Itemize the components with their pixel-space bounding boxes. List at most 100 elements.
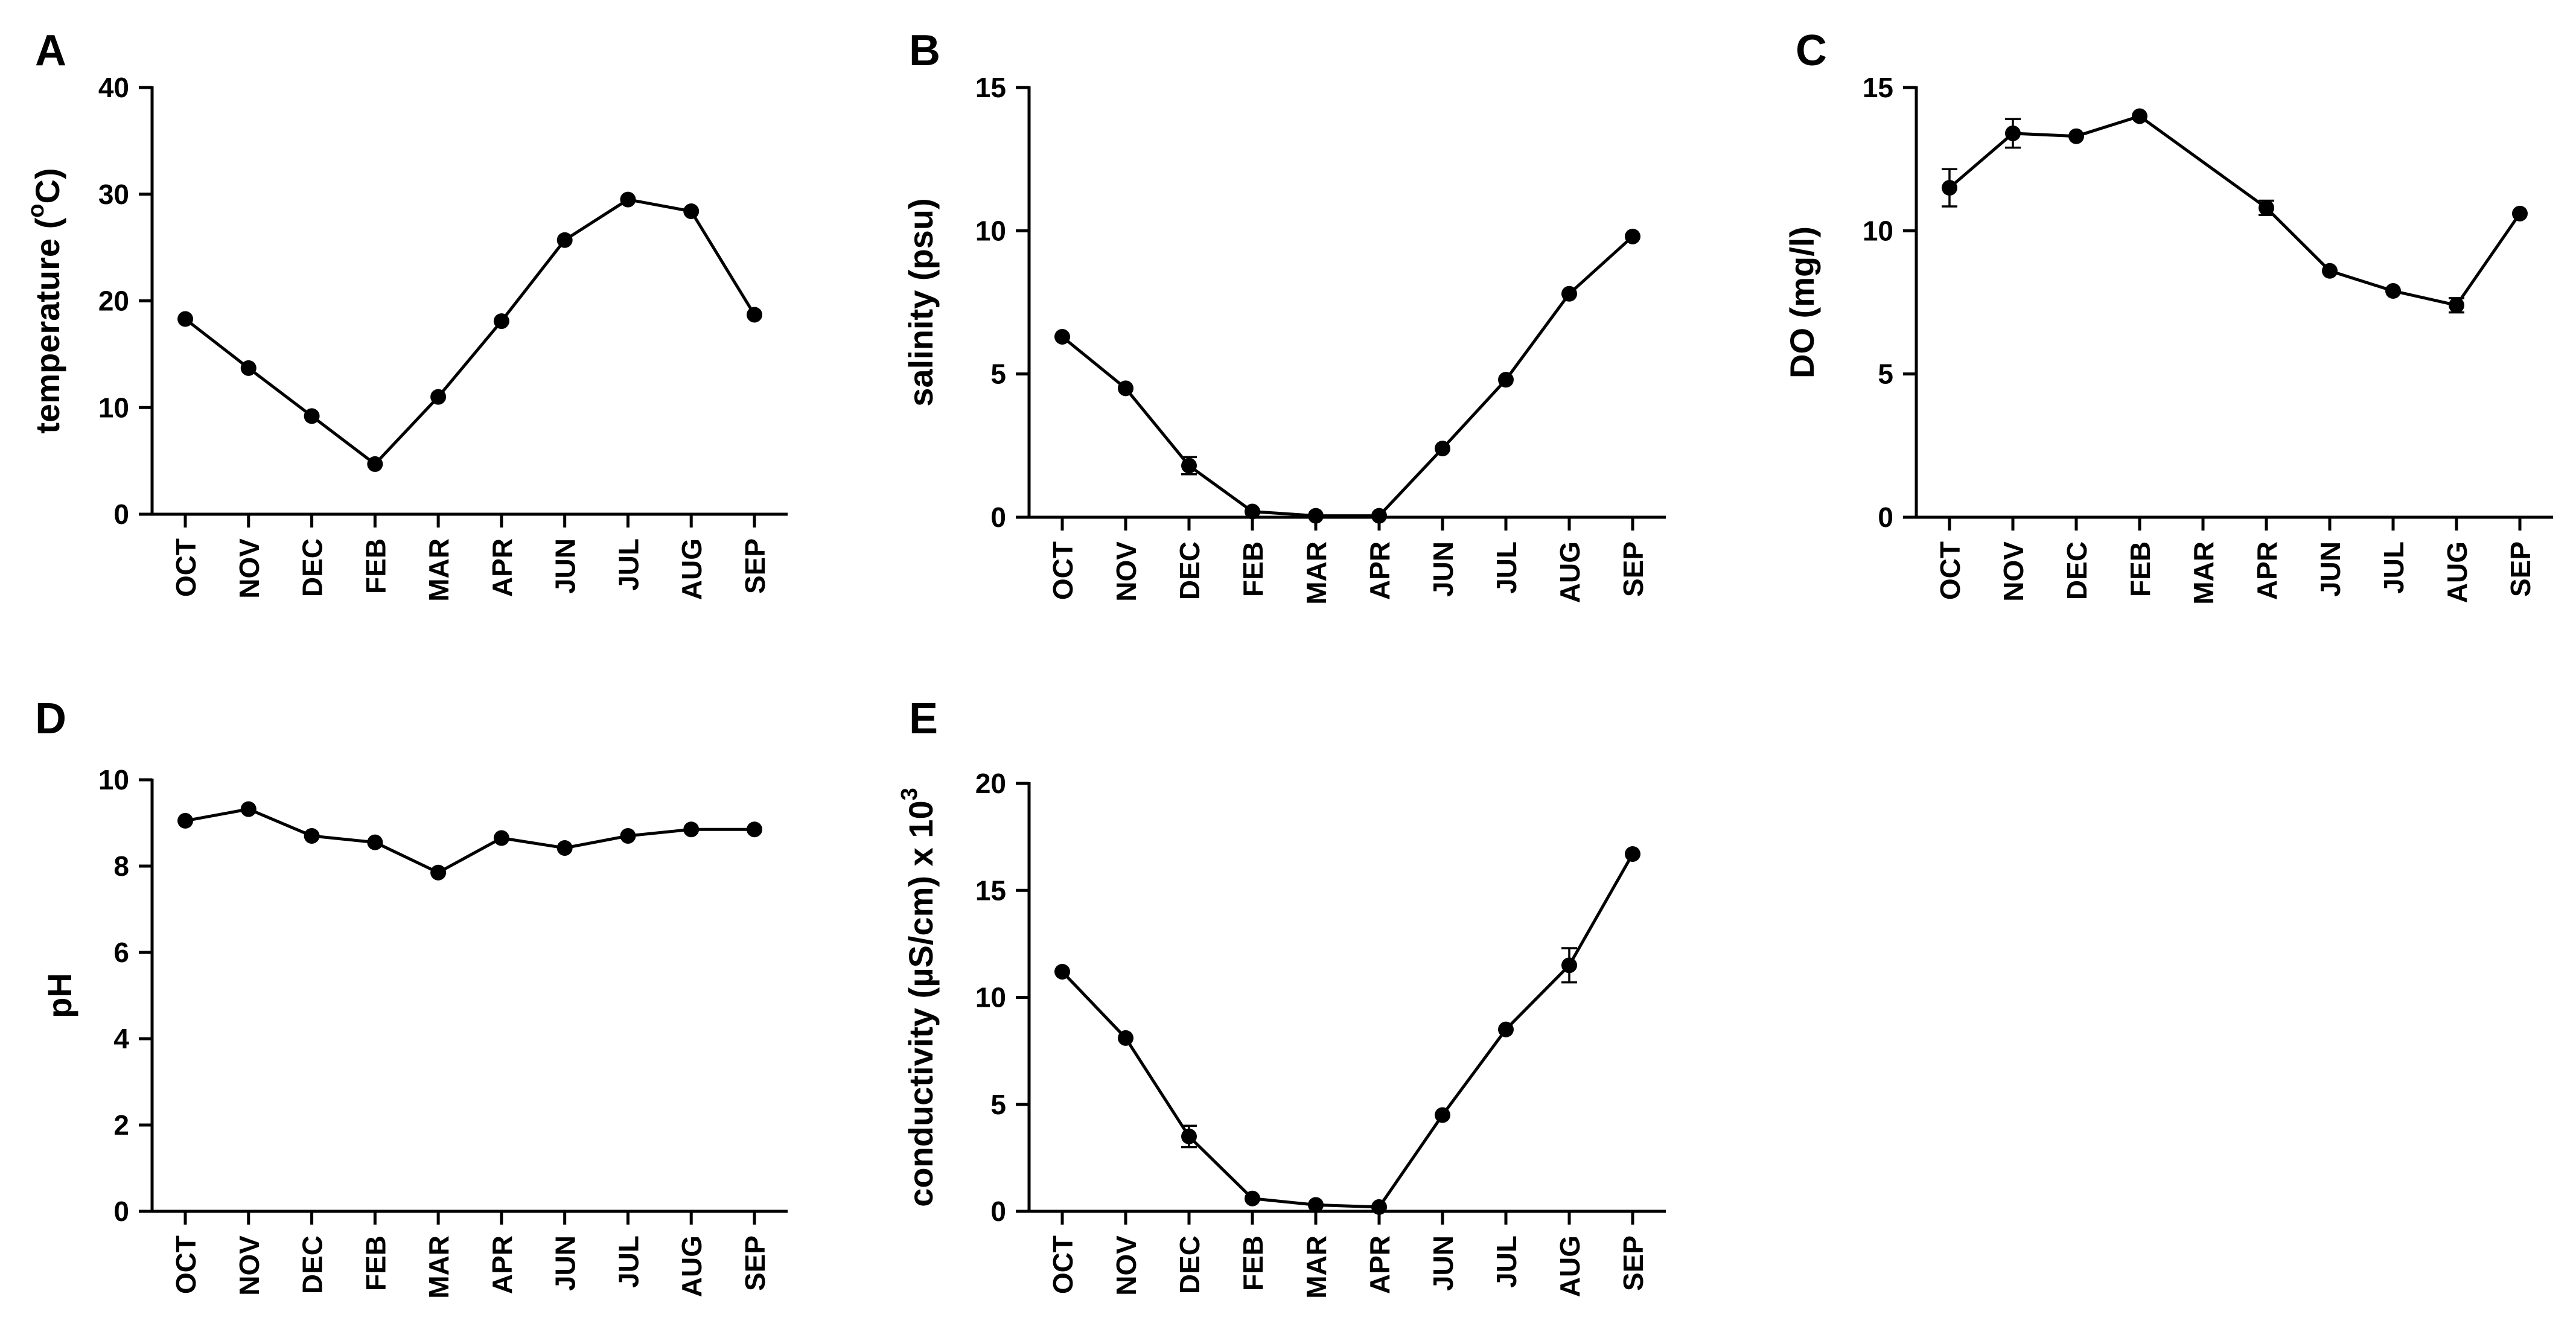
x-tick-label: AUG bbox=[1554, 541, 1586, 603]
series-line bbox=[184, 197, 756, 467]
x-tick-label: MAR bbox=[2188, 541, 2219, 605]
data-point bbox=[1371, 1199, 1387, 1215]
x-tick-label: JUL bbox=[1491, 1235, 1522, 1288]
data-point bbox=[2005, 125, 2021, 141]
y-tick-label: 2 bbox=[113, 1109, 129, 1141]
y-axis-title: conductivity (µS/cm) x 103 bbox=[897, 788, 940, 1206]
y-tick-label: 20 bbox=[98, 285, 129, 317]
x-tick-label: FEB bbox=[1237, 541, 1269, 597]
data-point bbox=[2132, 108, 2147, 124]
x-tick-label: JUL bbox=[1491, 541, 1522, 594]
y-tick-label: 15 bbox=[975, 875, 1006, 906]
x-tick-label: DEC bbox=[297, 538, 328, 597]
x-tick-label: SEP bbox=[1618, 1235, 1649, 1291]
x-tick-label: MAR bbox=[1301, 1235, 1332, 1299]
data-point bbox=[556, 232, 573, 248]
y-tick-label: 5 bbox=[1878, 359, 1893, 390]
data-point bbox=[620, 827, 636, 844]
y-tick-label: 15 bbox=[975, 72, 1006, 103]
data-point bbox=[304, 408, 320, 424]
x-tick-label: DEC bbox=[297, 1235, 328, 1294]
x-tick-label: NOV bbox=[1998, 541, 2029, 602]
y-tick-label: 30 bbox=[98, 179, 129, 210]
x-tick-label: SEP bbox=[1618, 541, 1649, 597]
y-tick-label: 40 bbox=[98, 72, 129, 103]
data-point bbox=[493, 313, 509, 330]
x-tick-label: FEB bbox=[2125, 541, 2156, 597]
y-tick-label: 0 bbox=[1878, 502, 1893, 533]
data-point bbox=[556, 840, 573, 856]
panel-letter: E bbox=[909, 695, 938, 743]
data-point bbox=[2449, 297, 2464, 313]
data-point bbox=[2322, 263, 2338, 279]
x-tick-label: APR bbox=[1364, 541, 1395, 600]
x-tick-label: FEB bbox=[1237, 1235, 1269, 1291]
x-tick-label: AUG bbox=[1554, 1235, 1586, 1297]
data-point bbox=[683, 203, 700, 220]
x-tick-label: JUN bbox=[1427, 541, 1459, 597]
x-tick-label: NOV bbox=[234, 538, 265, 599]
y-tick-label: 20 bbox=[975, 768, 1006, 799]
x-tick-label: OCT bbox=[1047, 541, 1079, 600]
panel-d: D 0 2 4 6 8 10 OCT NOV DEC FEB MAR APR JUN JUL AUG SEP pH bbox=[35, 695, 788, 1299]
x-tick-label: JUN bbox=[550, 1235, 581, 1291]
x-tick-label: JUL bbox=[2378, 541, 2409, 594]
data-point bbox=[493, 830, 509, 846]
panel-letter: B bbox=[909, 27, 940, 75]
data-point bbox=[1308, 1197, 1324, 1213]
data-point bbox=[1561, 957, 1577, 974]
data-point bbox=[304, 827, 320, 844]
x-tick-label: SEP bbox=[739, 538, 771, 594]
x-tick-label: OCT bbox=[170, 538, 202, 597]
data-point bbox=[1054, 328, 1070, 345]
y-tick-label: 0 bbox=[990, 1196, 1006, 1227]
y-tick-label: 8 bbox=[113, 850, 129, 882]
y-tick-label: 5 bbox=[990, 359, 1006, 390]
series-line bbox=[185, 808, 754, 875]
x-tick-label: AUG bbox=[676, 538, 707, 600]
x-tick-label: DEC bbox=[2061, 541, 2093, 600]
panel-b: B 0 5 10 15 OCT NOV DEC FEB MAR APR JUN JUL AUG SEP sal… bbox=[902, 27, 1666, 605]
x-tick-label: SEP bbox=[2505, 541, 2536, 597]
y-tick-label: 0 bbox=[990, 502, 1006, 533]
x-tick-label: JUL bbox=[613, 538, 644, 591]
series-line bbox=[1061, 235, 1634, 518]
data-point bbox=[2068, 128, 2084, 144]
y-tick-label: 10 bbox=[1863, 215, 1893, 246]
data-point bbox=[1625, 846, 1640, 862]
data-point bbox=[1245, 503, 1260, 520]
y-axis-title: pH bbox=[40, 973, 78, 1018]
x-tick-label: NOV bbox=[234, 1235, 265, 1296]
panel-c: C 0 5 10 15 OCT NOV DEC FEB MAR APR JUN JUL AUG SEP DO … bbox=[1783, 27, 2553, 605]
panel-a: A 0 10 20 30 40 OCT NOV DEC FEB MAR APR JUN JUL AUG SEP… bbox=[24, 27, 788, 602]
y-tick-label: 6 bbox=[113, 937, 129, 968]
panel-letter: A bbox=[35, 27, 66, 75]
series-line bbox=[1061, 853, 1634, 1209]
data-point bbox=[1498, 1021, 1514, 1038]
y-tick-label: 10 bbox=[975, 982, 1006, 1013]
series-line bbox=[1948, 114, 2522, 307]
data-point bbox=[177, 311, 193, 327]
panel-e: E 0 5 10 15 20 OCT NOV DEC FEB MAR APR JUN JUL AUG SEP c… bbox=[897, 695, 1666, 1299]
data-point bbox=[240, 360, 257, 376]
data-point bbox=[367, 456, 383, 472]
x-tick-label: NOV bbox=[1111, 541, 1142, 602]
data-point bbox=[620, 191, 636, 208]
x-tick-label: AUG bbox=[676, 1235, 707, 1297]
data-point bbox=[1561, 285, 1577, 302]
x-tick-label: SEP bbox=[739, 1235, 771, 1291]
data-point bbox=[1245, 1190, 1260, 1206]
x-tick-label: JUN bbox=[1427, 1235, 1459, 1291]
x-tick-label: APR bbox=[2251, 541, 2283, 600]
data-point bbox=[1625, 228, 1640, 244]
data-point bbox=[430, 864, 447, 881]
x-tick-label: NOV bbox=[1111, 1235, 1142, 1296]
y-tick-label: 4 bbox=[113, 1023, 129, 1054]
y-tick-label: 15 bbox=[1863, 72, 1893, 103]
data-point bbox=[1181, 1128, 1197, 1144]
x-tick-label: OCT bbox=[1934, 541, 1966, 600]
data-point bbox=[1942, 180, 1957, 196]
y-axis-title: temperature (oC) bbox=[24, 168, 66, 433]
data-point bbox=[367, 834, 383, 850]
